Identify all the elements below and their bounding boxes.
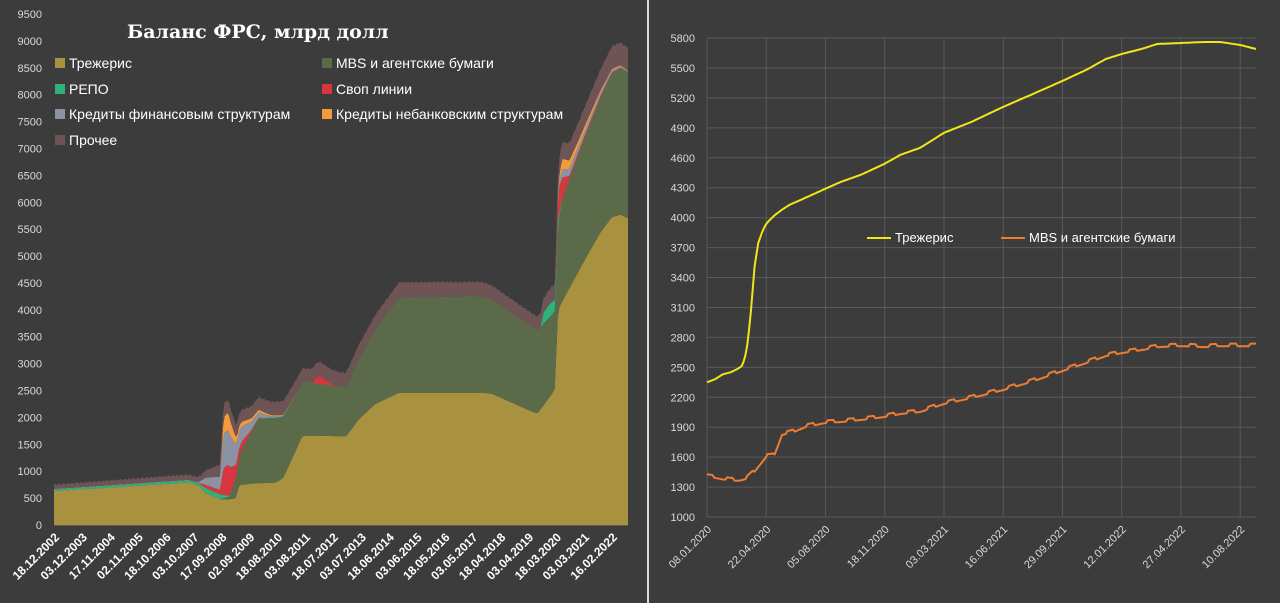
legend-label-swaps: Своп линии: [336, 81, 412, 97]
legend-label-nonbank_credits: Кредиты небанковским структурам: [336, 106, 563, 122]
left-chart-canvas: 0 500 1000 1500 2000 2500 3000 3500 4000 4500 5000…: [10, 9, 628, 583]
y-tick-label: 3100: [671, 302, 695, 314]
legend-swatch-nonbank_credits: [322, 109, 332, 119]
x-tick-label: 27.04.2022: [1141, 524, 1188, 571]
legend-label-repo: РЕПО: [69, 81, 109, 97]
x-tick-label: 16.06.2021: [963, 524, 1010, 571]
y-tick-label: 2000: [18, 412, 42, 424]
y-tick-label: 1900: [671, 422, 695, 434]
area-series-treasuries: [54, 214, 628, 525]
y-tick-label: 7500: [18, 117, 42, 129]
legend-swatch-repo: [55, 84, 65, 94]
legend-label-fin_credits: Кредиты финансовым структурам: [69, 106, 290, 122]
fed-balance-stacked-area-chart: 0 500 1000 1500 2000 2500 3000 3500 4000 4500 5000…: [9, 9, 628, 583]
y-tick-label: 2800: [671, 332, 695, 344]
y-tick-label: 6500: [18, 170, 42, 182]
area-series-mbs: [54, 68, 628, 500]
y-tick-label: 8000: [18, 90, 42, 102]
y-tick-label: 1500: [18, 439, 42, 451]
x-tick-label: 12.01.2022: [1081, 524, 1128, 571]
legend-swatch-fin_credits: [55, 109, 65, 119]
x-tick-label: 03.03.2021: [904, 524, 951, 571]
x-tick-label: 08.01.2020: [667, 524, 714, 571]
y-tick-label: 1000: [18, 466, 42, 478]
y-tick-label: 4500: [18, 278, 42, 290]
legend-swatch-mbs: [322, 58, 332, 68]
y-tick-label: 1000: [671, 512, 695, 524]
y-tick-label: 2500: [18, 386, 42, 398]
x-tick-label: 10.08.2022: [1200, 524, 1247, 571]
y-tick-label: 7000: [18, 143, 42, 155]
y-tick-label: 4900: [671, 123, 695, 135]
y-tick-label: 5200: [671, 93, 695, 105]
legend-label-yellow_line: Трежерис: [895, 230, 954, 245]
y-tick-label: 9500: [18, 9, 42, 21]
line-series-orange_line: [706, 342, 1256, 482]
y-tick-label: 1600: [671, 452, 695, 464]
y-tick-label: 3000: [18, 359, 42, 371]
legend-swatch-treasuries: [55, 58, 65, 68]
legend-label-mbs: MBS и агентские бумаги: [336, 55, 494, 71]
y-tick-label: 1300: [671, 482, 695, 494]
legend-label-other: Прочее: [69, 132, 117, 148]
legend-label-orange_line: MBS и агентские бумаги: [1029, 230, 1176, 245]
y-tick-label: 5000: [18, 251, 42, 263]
panel-divider: [647, 0, 649, 603]
legend-swatch-swaps: [322, 84, 332, 94]
y-tick-label: 3700: [671, 243, 695, 255]
legend-label-treasuries: Трежерис: [69, 55, 132, 71]
y-tick-label: 4600: [671, 153, 695, 165]
x-tick-label: 18.11.2020: [845, 524, 892, 571]
x-tick-label: 22.04.2020: [726, 524, 773, 571]
y-tick-label: 6000: [18, 197, 42, 209]
y-tick-label: 5500: [18, 224, 42, 236]
treasuries-mbs-line-chart: 1000 1300 1600 1900 2200 2500 2800 3100 3400 3700…: [649, 0, 1280, 603]
y-tick-label: 8500: [18, 63, 42, 75]
y-tick-label: 4300: [671, 183, 695, 195]
y-tick-label: 4000: [18, 305, 42, 317]
y-tick-label: 2500: [671, 362, 695, 374]
y-tick-label: 9000: [18, 36, 42, 48]
right-chart-canvas: 1000 1300 1600 1900 2200 2500 2800 3100 3400 3700…: [667, 33, 1257, 571]
y-tick-label: 3500: [18, 332, 42, 344]
y-tick-label: 5500: [671, 63, 695, 75]
y-tick-label: 5800: [671, 33, 695, 45]
x-tick-label: 05.08.2020: [785, 524, 832, 571]
y-tick-label: 0: [36, 520, 42, 532]
y-tick-label: 4000: [671, 213, 695, 225]
chart-title: Баланс ФРС, млрд долл: [127, 21, 389, 43]
y-tick-label: 3400: [671, 273, 695, 285]
y-tick-label: 2200: [671, 392, 695, 404]
x-tick-label: 29.09.2021: [1022, 524, 1069, 571]
line-series-yellow_line: [706, 41, 1257, 384]
y-tick-label: 500: [24, 493, 42, 505]
legend-swatch-other: [55, 135, 65, 145]
